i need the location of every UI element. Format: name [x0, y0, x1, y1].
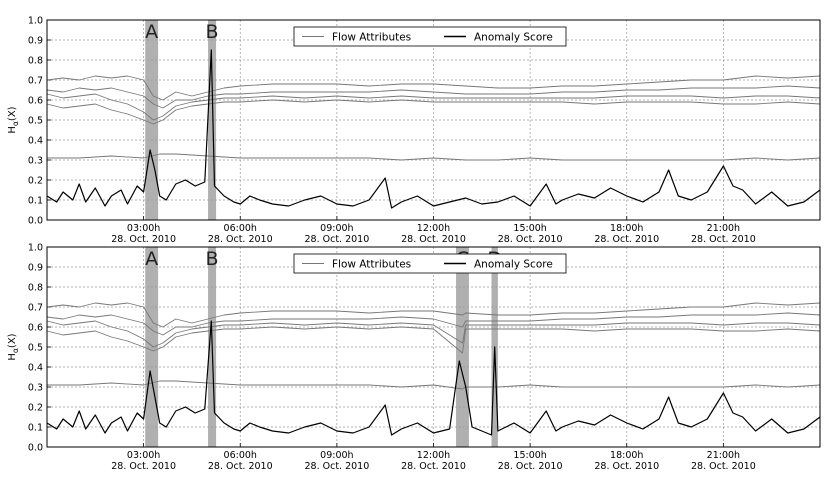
x-tick-label-date: 28. Oct. 2010 — [401, 234, 466, 245]
series-flow-attribute-line-3 — [46, 93, 821, 121]
y-tick-label: 0.8 — [28, 283, 43, 294]
x-tick-label-hour: 21:00h — [707, 223, 740, 234]
x-tick-label-date: 28. Oct. 2010 — [691, 234, 756, 245]
series-flow-attribute-line-4 — [46, 326, 821, 354]
anomaly-label-b: B — [206, 248, 219, 270]
x-tick-label-hour: 03:00h — [127, 450, 160, 461]
legend-label-anomaly-score: Anomaly Score — [474, 259, 553, 271]
anomaly-label-b: B — [206, 21, 219, 43]
x-tick-label-date: 28. Oct. 2010 — [208, 461, 273, 472]
x-tick-label-hour: 21:00h — [707, 450, 740, 461]
x-tick-label-date: 28. Oct. 2010 — [208, 234, 273, 245]
anomaly-label-a: A — [145, 248, 158, 270]
x-tick-label-date: 28. Oct. 2010 — [304, 234, 369, 245]
x-tick-label-date: 28. Oct. 2010 — [594, 461, 659, 472]
y-tick-label: 0.6 — [28, 323, 43, 334]
legend-label-anomaly-score: Anomaly Score — [474, 32, 553, 44]
series-flow-attribute-line-2 — [46, 312, 821, 336]
x-tick-label-date: 28. Oct. 2010 — [111, 234, 176, 245]
series-anomaly-score-line — [46, 320, 821, 436]
x-tick-label-hour: 09:00h — [320, 450, 353, 461]
y-tick-label: 1.0 — [28, 243, 43, 254]
legend: Flow Attributes Anomaly Score — [293, 253, 567, 274]
legend-label-flow-attributes: Flow Attributes — [332, 259, 411, 271]
chart-panel-2: 0.00.10.20.30.40.50.60.70.80.91.003:00h2… — [7, 243, 821, 472]
y-tick-label: 0.0 — [28, 443, 43, 454]
y-tick-label: 0.9 — [28, 263, 43, 274]
x-tick-label-hour: 06:00h — [224, 450, 257, 461]
y-tick-label: 0.1 — [28, 196, 43, 207]
x-tick-label-hour: 12:00h — [417, 450, 450, 461]
y-tick-label: 1.0 — [28, 16, 43, 27]
anomaly-label-a: A — [145, 21, 158, 43]
axes-frame — [46, 19, 821, 221]
x-tick-label-date: 28. Oct. 2010 — [498, 461, 563, 472]
y-axis-label: Hα(X) — [7, 106, 20, 133]
x-tick-label-hour: 12:00h — [417, 223, 450, 234]
anomaly-band-c — [456, 247, 469, 447]
series-flow-attribute-line-2 — [46, 85, 821, 109]
y-tick-label: 0.8 — [28, 56, 43, 67]
y-tick-label: 0.0 — [28, 216, 43, 227]
y-tick-label: 0.2 — [28, 176, 43, 187]
x-tick-label-date: 28. Oct. 2010 — [111, 461, 176, 472]
y-tick-label: 0.4 — [28, 136, 43, 147]
y-tick-label: 0.5 — [28, 343, 43, 354]
series-flow-attribute-line-1 — [46, 302, 821, 328]
x-tick-label-date: 28. Oct. 2010 — [594, 234, 659, 245]
x-tick-label-date: 28. Oct. 2010 — [304, 461, 369, 472]
y-tick-label: 0.7 — [28, 303, 43, 314]
x-tick-label-hour: 09:00h — [320, 223, 353, 234]
x-tick-label-hour: 18:00h — [610, 223, 643, 234]
y-tick-label: 0.6 — [28, 96, 43, 107]
x-tick-label-hour: 18:00h — [610, 450, 643, 461]
chart-panel-1: 0.00.10.20.30.40.50.60.70.80.91.003:00h2… — [7, 16, 821, 245]
y-tick-label: 0.7 — [28, 76, 43, 87]
x-tick-label-hour: 15:00h — [513, 450, 546, 461]
series-flow-attribute-line-5 — [47, 153, 821, 161]
legend-label-flow-attributes: Flow Attributes — [332, 32, 411, 44]
y-axis-label: Hα(X) — [7, 333, 20, 360]
x-tick-label-hour: 03:00h — [127, 223, 160, 234]
y-tick-label: 0.9 — [28, 36, 43, 47]
x-tick-label-date: 28. Oct. 2010 — [498, 234, 563, 245]
x-tick-label-hour: 06:00h — [224, 223, 257, 234]
y-tick-label: 0.3 — [28, 383, 43, 394]
y-tick-label: 0.3 — [28, 156, 43, 167]
y-tick-label: 0.5 — [28, 116, 43, 127]
x-tick-label-date: 28. Oct. 2010 — [401, 461, 466, 472]
y-tick-label: 0.2 — [28, 403, 43, 414]
series-flow-attribute-line-5 — [47, 380, 821, 390]
series-flow-attribute-line-3 — [46, 320, 821, 348]
x-tick-label-hour: 15:00h — [513, 223, 546, 234]
series-flow-attribute-line-4 — [46, 99, 821, 125]
x-tick-label-date: 28. Oct. 2010 — [691, 461, 756, 472]
legend: Flow Attributes Anomaly Score — [293, 26, 567, 47]
y-tick-label: 0.4 — [28, 363, 43, 374]
y-tick-label: 0.1 — [28, 423, 43, 434]
series-flow-attribute-line-1 — [46, 75, 821, 101]
axes-frame — [46, 246, 821, 448]
legend-box — [293, 26, 567, 47]
series-anomaly-score-line — [46, 49, 821, 209]
legend-box — [293, 253, 567, 274]
